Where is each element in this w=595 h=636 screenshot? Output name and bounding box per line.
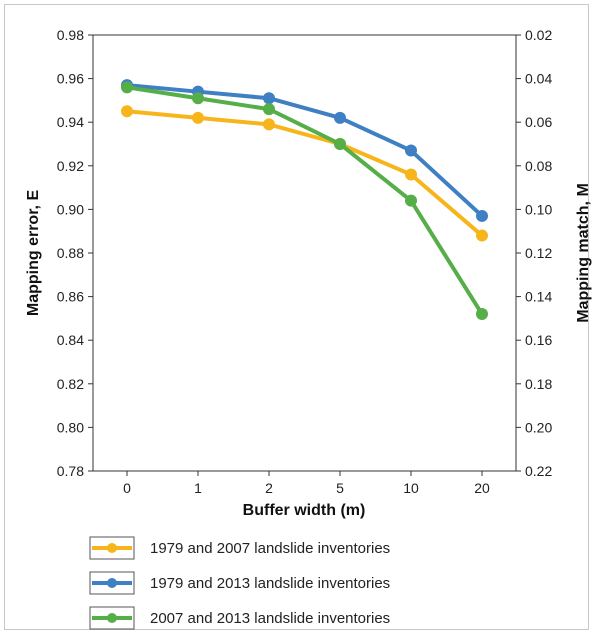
x-axis-title: Buffer width (m) [243, 502, 366, 519]
right-tick-label: 0.04 [525, 71, 552, 87]
series-3-point [476, 308, 488, 321]
series-3-point [263, 103, 275, 116]
legend-key-marker [107, 613, 117, 623]
legend-key-marker [107, 578, 117, 588]
right-tick-label: 0.14 [525, 289, 552, 305]
x-tick-label: 10 [403, 480, 419, 496]
left-tick-label: 0.90 [57, 201, 84, 217]
series-1-point [476, 229, 488, 242]
y2-axis-title: Mapping match, M [575, 183, 592, 323]
series-1-point [263, 118, 275, 131]
x-tick-label: 0 [123, 480, 131, 496]
legend: 1979 and 2007 landslide inventories 1979 … [89, 536, 390, 630]
figure-frame [4, 4, 589, 630]
series-layer [121, 79, 488, 321]
x-tick-label: 2 [265, 480, 273, 496]
legend-label: 1979 and 2013 landslide inventories [150, 575, 390, 592]
left-tick-label: 0.78 [57, 463, 84, 479]
right-tick-label: 0.08 [525, 158, 552, 174]
series-3-point [121, 81, 133, 94]
right-tick-label: 0.18 [525, 376, 552, 392]
series-1-point [121, 105, 133, 118]
right-tick-label: 0.22 [525, 463, 552, 479]
left-tick-label: 0.80 [57, 419, 84, 435]
y-axis-title: Mapping error, E [25, 190, 42, 317]
legend-label: 2007 and 2013 landslide inventories [150, 610, 390, 627]
left-tick-label: 0.96 [57, 71, 84, 87]
right-tick-label: 0.20 [525, 419, 552, 435]
series-line-3 [125, 85, 484, 317]
series-2-point [405, 144, 417, 157]
left-tick-label: 0.94 [57, 114, 84, 130]
left-tick-label: 0.82 [57, 376, 84, 392]
legend-key-marker [107, 543, 117, 553]
series-3-point [192, 92, 204, 105]
right-axis-ticks: 0.22 0.20 0.18 0.16 0.14 0.12 0.10 0.08 0.06 0.04… [516, 27, 552, 479]
right-tick-label: 0.12 [525, 245, 552, 261]
x-tick-label: 20 [474, 480, 490, 496]
x-tick-label: 5 [336, 480, 344, 496]
series-line-2 [125, 83, 484, 218]
series-2-point [476, 209, 488, 222]
series-3-point [405, 194, 417, 207]
left-tick-label: 0.88 [57, 245, 84, 261]
left-axis-ticks: 0.78 0.80 0.82 0.84 0.86 0.88 0.90 0.92 0.94 0.96… [57, 27, 93, 479]
series-1-point [405, 168, 417, 181]
x-tick-label: 1 [194, 480, 202, 496]
right-tick-label: 0.10 [525, 201, 552, 217]
x-axis-ticks: 0 1 2 5 10 20 [123, 471, 490, 496]
series-2-point [334, 111, 346, 124]
right-tick-label: 0.06 [525, 114, 552, 130]
left-tick-label: 0.86 [57, 289, 84, 305]
left-tick-label: 0.92 [57, 158, 84, 174]
left-tick-label: 0.84 [57, 332, 84, 348]
right-tick-label: 0.02 [525, 27, 552, 43]
plot-area [92, 34, 517, 472]
left-tick-label: 0.98 [57, 27, 84, 43]
series-line-1 [125, 109, 484, 238]
series-3-point [334, 138, 346, 150]
legend-label: 1979 and 2007 landslide inventories [150, 540, 390, 557]
series-1-point [192, 111, 204, 124]
series-2-point [263, 92, 275, 105]
right-tick-label: 0.16 [525, 332, 552, 348]
